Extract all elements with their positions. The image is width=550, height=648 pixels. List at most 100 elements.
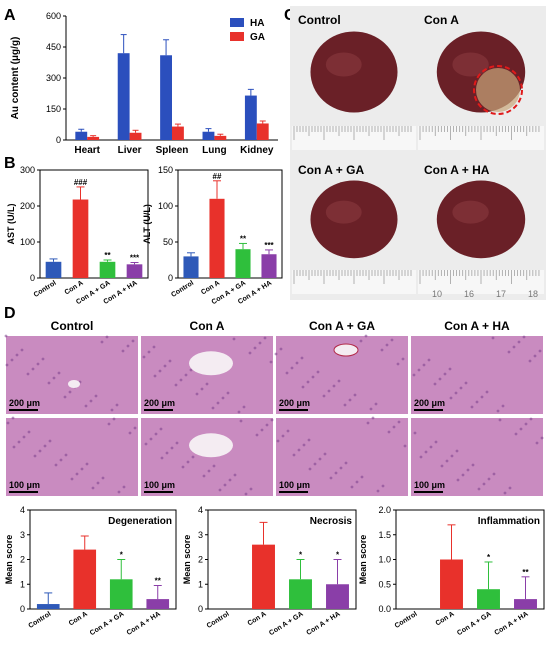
y-tick-label: 200 bbox=[20, 201, 35, 211]
nucleus-dot bbox=[491, 336, 495, 340]
nucleus-dot bbox=[57, 371, 61, 375]
y-tick-label: 1.0 bbox=[378, 555, 391, 565]
liver-highlight bbox=[325, 200, 362, 224]
nucleus-dot bbox=[221, 396, 225, 400]
biodistribution-chart: 0 150 300 450 600 Au content (μg/g) Heart Liver… bbox=[10, 11, 278, 156]
nucleus-dot bbox=[107, 422, 111, 426]
nucleus-dot bbox=[133, 426, 137, 430]
necrotic-lesion bbox=[476, 68, 520, 112]
nucleus-dot bbox=[503, 491, 507, 495]
y-axis-label: Mean score bbox=[358, 535, 368, 585]
nucleus-dot bbox=[128, 431, 132, 435]
nucleus-dot bbox=[306, 380, 310, 384]
nucleus-dot bbox=[300, 356, 304, 360]
y-axis-label: Au content (μg/g) bbox=[10, 37, 21, 120]
nucleus-dot bbox=[496, 409, 500, 413]
nucleus-dot bbox=[344, 461, 348, 465]
nucleus-dot bbox=[371, 416, 375, 420]
nucleus-dot bbox=[160, 456, 164, 460]
ruler-number: 16 bbox=[464, 289, 474, 299]
y-tick-label: 0 bbox=[20, 604, 25, 614]
histology-column-header: Control bbox=[51, 319, 94, 333]
photo-label: Control bbox=[298, 13, 341, 27]
nucleus-dot bbox=[334, 471, 338, 475]
nucleus-dot bbox=[419, 455, 423, 459]
x-tick-label: Con A bbox=[68, 611, 89, 628]
nucleus-dot bbox=[149, 437, 153, 441]
nucleus-dot bbox=[427, 358, 431, 362]
nucleus-dot bbox=[195, 392, 199, 396]
bar bbox=[440, 559, 463, 609]
nucleus-dot bbox=[412, 373, 416, 377]
nucleus-dot bbox=[322, 394, 326, 398]
nucleus-dot bbox=[242, 405, 246, 409]
nucleus-dot bbox=[369, 407, 373, 411]
nucleus-dot bbox=[295, 361, 299, 365]
nucleus-dot bbox=[533, 354, 537, 358]
nucleus-dot bbox=[396, 362, 400, 366]
nucleus-dot bbox=[450, 454, 454, 458]
nucleus-dot bbox=[403, 444, 407, 448]
bar bbox=[72, 199, 89, 278]
nucleus-dot bbox=[433, 382, 437, 386]
nucleus-dot bbox=[11, 416, 15, 420]
bar bbox=[202, 131, 215, 140]
legend-label: HA bbox=[250, 18, 264, 29]
nucleus-dot bbox=[448, 367, 452, 371]
nucleus-dot bbox=[380, 348, 384, 352]
nucleus-dot bbox=[440, 464, 444, 468]
nucleus-dot bbox=[477, 487, 481, 491]
nucleus-dot bbox=[226, 391, 230, 395]
y-tick-label: 1.5 bbox=[378, 530, 391, 540]
x-tick-label: Control bbox=[33, 280, 58, 299]
nucleus-dot bbox=[112, 417, 116, 421]
bar bbox=[252, 544, 275, 609]
nucleus-dot bbox=[313, 462, 317, 466]
nucleus-dot bbox=[142, 355, 146, 359]
x-tick-label: Con A bbox=[64, 280, 85, 297]
nucleus-dot bbox=[115, 403, 119, 407]
bar bbox=[235, 249, 251, 278]
nucleus-dot bbox=[424, 450, 428, 454]
nucleus-dot bbox=[455, 449, 459, 453]
chart-title: Inflammation bbox=[478, 516, 540, 527]
liver-photo-panel: Control Con A Con A + GA Con A + HA 10 16 17 18 bbox=[290, 6, 546, 300]
bar bbox=[160, 55, 172, 141]
degeneration-chart: 0 1 2 3 4 Mean score Control Con A * Con A + GA **… bbox=[4, 505, 177, 637]
nucleus-dot bbox=[480, 395, 484, 399]
bar bbox=[514, 599, 537, 609]
nucleus-dot bbox=[239, 419, 243, 423]
nucleus-dot bbox=[519, 427, 523, 431]
histology-image bbox=[411, 418, 543, 496]
nucleus-dot bbox=[292, 453, 296, 457]
x-tick-label: Kidney bbox=[240, 145, 274, 156]
y-tick-label: 0 bbox=[30, 273, 35, 283]
x-tick-label: Spleen bbox=[156, 145, 189, 156]
nucleus-dot bbox=[353, 393, 357, 397]
histology-column-header: Con A bbox=[190, 319, 225, 333]
nucleus-dot bbox=[350, 485, 354, 489]
nucleus-dot bbox=[110, 408, 114, 412]
bar bbox=[214, 135, 227, 140]
nucleus-dot bbox=[144, 442, 148, 446]
nucleus-dot bbox=[84, 404, 88, 408]
nucleus-dot bbox=[159, 427, 163, 431]
nucleus-dot bbox=[438, 377, 442, 381]
nucleus-dot bbox=[64, 453, 68, 457]
histology-panel: Control Con A Con A + GA Con A + HA 200 μm 20… bbox=[4, 319, 544, 496]
vessel-lumen bbox=[333, 343, 359, 357]
nucleus-dot bbox=[175, 441, 179, 445]
nucleus-dot bbox=[232, 337, 236, 341]
x-tick-label: Con A + HA bbox=[126, 611, 162, 637]
nucleus-dot bbox=[302, 443, 306, 447]
y-axis-label: ALT (U/L) bbox=[142, 204, 152, 244]
y-tick-label: 300 bbox=[20, 165, 35, 175]
nucleus-dot bbox=[218, 488, 222, 492]
scale-bar-label: 200 μm bbox=[279, 398, 310, 408]
nucleus-dot bbox=[200, 387, 204, 391]
nucleus-dot bbox=[89, 399, 93, 403]
ruler-number: 10 bbox=[432, 289, 442, 299]
nucleus-dot bbox=[80, 467, 84, 471]
